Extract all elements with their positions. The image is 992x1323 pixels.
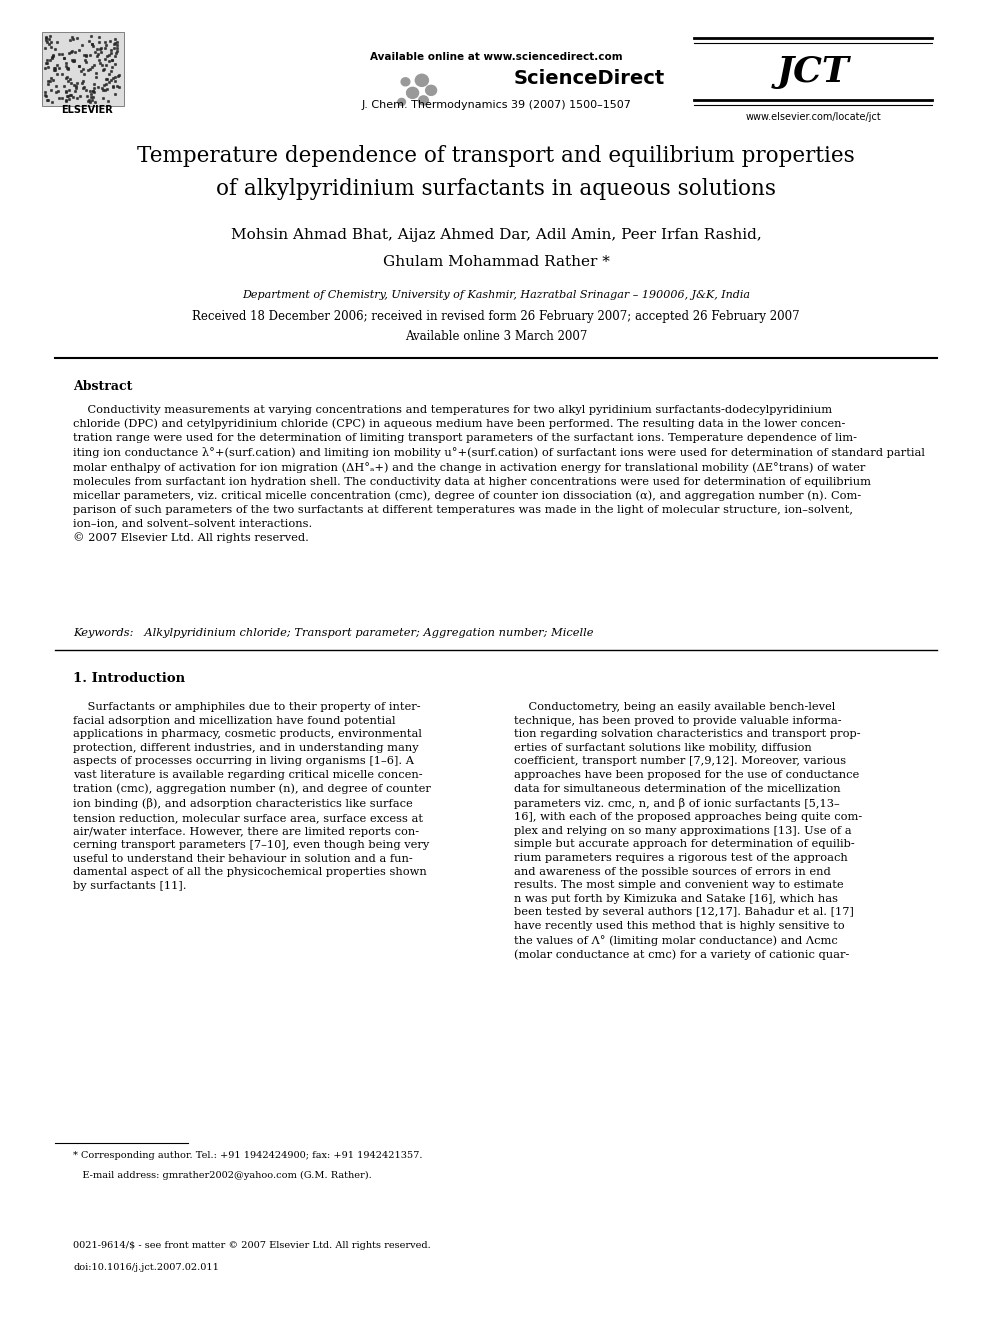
Text: 1. Introduction: 1. Introduction [73,672,186,685]
Circle shape [419,95,429,105]
Text: ScienceDirect: ScienceDirect [514,69,666,87]
Text: Mohsin Ahmad Bhat, Aijaz Ahmed Dar, Adil Amin, Peer Irfan Rashid,: Mohsin Ahmad Bhat, Aijaz Ahmed Dar, Adil… [230,228,762,242]
Text: * Corresponding author. Tel.: +91 1942424900; fax: +91 1942421357.: * Corresponding author. Tel.: +91 194242… [73,1151,423,1160]
Text: J. Chem. Thermodynamics 39 (2007) 1500–1507: J. Chem. Thermodynamics 39 (2007) 1500–1… [361,101,631,110]
Circle shape [416,74,429,86]
Text: Received 18 December 2006; received in revised form 26 February 2007; accepted 2: Received 18 December 2006; received in r… [192,310,800,323]
Text: Department of Chemistry, University of Kashmir, Hazratbal Srinagar – 190006, J&K: Department of Chemistry, University of K… [242,290,750,300]
Text: doi:10.1016/j.jct.2007.02.011: doi:10.1016/j.jct.2007.02.011 [73,1263,219,1271]
Text: Abstract: Abstract [73,380,132,393]
Circle shape [426,85,436,95]
Text: ELSEVIER: ELSEVIER [61,105,113,115]
Text: Surfactants or amphiphiles due to their property of inter-
facial adsorption and: Surfactants or amphiphiles due to their … [73,703,431,892]
Text: Available online at www.sciencedirect.com: Available online at www.sciencedirect.co… [370,52,622,62]
Text: 0021-9614/$ - see front matter © 2007 Elsevier Ltd. All rights reserved.: 0021-9614/$ - see front matter © 2007 El… [73,1241,431,1250]
Text: of alkylpyridinium surfactants in aqueous solutions: of alkylpyridinium surfactants in aqueou… [216,179,776,200]
Text: Ghulam Mohammad Rather *: Ghulam Mohammad Rather * [383,255,609,269]
Circle shape [401,78,410,86]
Text: Available online 3 March 2007: Available online 3 March 2007 [405,329,587,343]
Bar [42,32,125,106]
Text: Conductivity measurements at varying concentrations and temperatures for two alk: Conductivity measurements at varying con… [73,405,925,542]
Text: Conductometry, being an easily available bench-level
technique, has been proved : Conductometry, being an easily available… [514,703,862,960]
Text: JCT: JCT [777,56,850,89]
Circle shape [398,98,406,106]
Text: www.elsevier.com/locate/jct: www.elsevier.com/locate/jct [746,112,881,122]
Text: Temperature dependence of transport and equilibrium properties: Temperature dependence of transport and … [137,146,855,167]
Text: E-mail address: gmrather2002@yahoo.com (G.M. Rather).: E-mail address: gmrather2002@yahoo.com (… [73,1171,372,1180]
Circle shape [407,87,419,98]
Text: Keywords:   Alkylpyridinium chloride; Transport parameter; Aggregation number; M: Keywords: Alkylpyridinium chloride; Tran… [73,628,593,638]
